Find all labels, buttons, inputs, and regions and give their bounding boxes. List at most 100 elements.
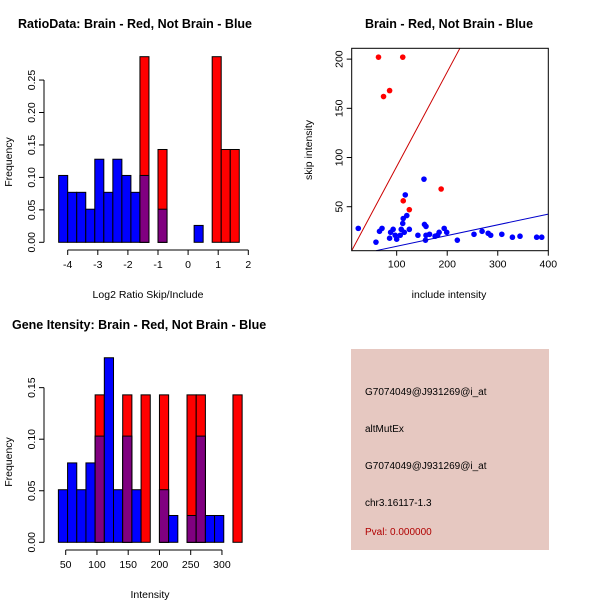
ratio-hist-bar-blue — [58, 174, 69, 243]
ratio-hist-x-tick-label: 0 — [185, 259, 191, 271]
pval-text: Pval: 0.000000 — [365, 527, 432, 538]
ratio-hist-y-tick-label: 0.20 — [26, 102, 38, 123]
scatter-point-blue — [471, 231, 477, 238]
scatter-point-blue — [415, 232, 421, 239]
ratio-hist-bar-overlap — [139, 174, 150, 243]
ratio-hist-bar-blue — [130, 191, 141, 243]
scatter-xlabel: include intensity — [412, 289, 487, 301]
intensity-hist-title: Gene Itensity: Brain - Red, Not Brain - … — [12, 318, 266, 332]
scatter-point-red — [386, 87, 393, 94]
intensity-hist-bar-overlap — [186, 514, 197, 543]
ratio-hist-bar-overlap — [157, 208, 168, 243]
event-type: altMutEx — [365, 424, 404, 435]
scatter-point-blue — [390, 226, 396, 233]
ratio-hist-bar-blue — [103, 191, 114, 243]
scatter-y-tick-label: 50 — [334, 201, 346, 213]
intensity-hist-x-tick-label: 300 — [213, 559, 231, 571]
scatter-point-blue — [406, 226, 413, 233]
ratio-hist-y-tick-label: 0.05 — [26, 199, 38, 220]
ratio-hist-y-tick-label: 0.15 — [26, 135, 38, 156]
scatter-point-blue — [401, 229, 408, 236]
intensity-hist-x-tick-label: 200 — [151, 559, 169, 571]
intensity-hist-bar-blue — [204, 514, 216, 543]
scatter-point-blue — [397, 232, 404, 239]
scatter-y-tick-label: 200 — [334, 50, 346, 68]
scatter-point-blue — [379, 225, 385, 232]
intensity-hist-y-tick-label: 0.10 — [26, 429, 38, 450]
scatter-point-blue — [487, 232, 494, 239]
ratio-hist-bar-blue — [112, 158, 123, 243]
intensity-hist-bar-red — [140, 394, 151, 543]
ratio-hist-bar-red — [220, 148, 231, 243]
scatter-point-red — [406, 206, 413, 213]
scatter-point-blue — [423, 223, 429, 230]
intensity-hist-bar-blue — [168, 514, 179, 543]
intensity-hist-bar-overlap — [94, 435, 105, 543]
scatter-point-blue — [454, 237, 461, 243]
scatter-x-tick-label: 400 — [540, 259, 558, 271]
ratio-hist-bar-blue — [121, 174, 132, 243]
ratio-hist-x-tick-label: 2 — [245, 259, 251, 271]
scatter-x-tick-label: 300 — [489, 259, 507, 271]
ratio-hist-y-tick-label: 0.25 — [26, 70, 38, 91]
ratio-hist-x-tick-label: -3 — [93, 259, 102, 271]
intensity-hist-x-tick-label: 100 — [88, 559, 106, 571]
scatter-y-tick-label: 150 — [334, 99, 346, 117]
intensity-hist-bar-blue — [85, 462, 96, 543]
intensity-hist-y-tick-label: 0.15 — [26, 377, 38, 398]
scatter-point-red — [438, 186, 444, 192]
intensity-hist-bar-blue — [113, 489, 124, 543]
ratio-hist-bar-blue — [76, 191, 87, 243]
ratio-hist-bar-red — [211, 56, 222, 243]
scatter-point-red — [400, 198, 407, 204]
ratio-hist-ylabel: Frequency — [3, 136, 15, 186]
scatter-x-tick-label: 100 — [388, 259, 406, 271]
scatter-plot-box — [351, 47, 549, 252]
ratio-hist-y-tick-label: 0.00 — [26, 232, 38, 253]
scatter-point-red — [380, 93, 387, 100]
scatter-point-blue — [538, 234, 545, 241]
intensity-hist-bar-overlap — [122, 435, 133, 543]
ratio-hist-bar-blue — [94, 158, 105, 243]
intensity-hist-bar-overlap — [158, 489, 170, 543]
scatter-point-blue — [517, 233, 523, 240]
scatter-point-blue — [509, 234, 516, 241]
ratio-hist-xlabel: Log2 Ratio Skip/Include — [93, 289, 204, 301]
scatter-ylabel: skip intensity — [303, 119, 315, 180]
ratio-hist-x-tick-label: -2 — [123, 259, 132, 271]
scatter-point-blue — [479, 228, 485, 235]
intensity-hist-x-tick-label: 150 — [119, 559, 137, 571]
intensity-hist-bar-red — [232, 394, 243, 543]
intensity-hist-bar-blue — [214, 514, 225, 543]
ratio-hist-x-tick-label: -1 — [153, 259, 162, 271]
scatter-y-tick-label: 100 — [334, 149, 346, 167]
intensity-hist-ylabel: Frequency — [3, 436, 15, 486]
genomic-location: chr3.16117-1.3 — [365, 498, 432, 509]
scatter-blue-line — [375, 213, 549, 251]
ratio-hist-x-tick-label: 1 — [215, 259, 221, 271]
scatter-point-blue — [533, 234, 540, 241]
ratio-hist-bar-blue — [67, 191, 78, 243]
probe-id: G7074049@J931269@i_at — [365, 387, 487, 398]
intensity-hist-bar-blue — [76, 489, 87, 543]
intensity-hist-x-tick-label: 50 — [60, 559, 72, 571]
intensity-hist-bar-blue — [131, 489, 142, 543]
scatter-point-blue — [403, 212, 410, 219]
intensity-hist-xlabel: Intensity — [130, 589, 170, 600]
intensity-hist-x-tick-label: 250 — [182, 559, 200, 571]
ratio-hist-x-tick-label: -4 — [63, 259, 72, 271]
intensity-hist-bar-blue — [67, 462, 78, 543]
scatter-title: Brain - Red, Not Brain - Blue — [365, 17, 533, 31]
ratio-hist-bar-red — [229, 148, 240, 243]
scatter-point-red — [375, 54, 382, 60]
ratio-hist-bar-blue — [85, 208, 96, 243]
scatter-point-blue — [436, 229, 442, 236]
scatter-point-blue — [373, 239, 379, 245]
ratio-hist-y-tick-label: 0.10 — [26, 167, 38, 188]
scatter-point-blue — [386, 235, 393, 242]
probe-id-2: G7074049@J931269@i_at — [365, 461, 487, 472]
intensity-hist-bar-blue — [103, 357, 115, 543]
info-panel: G7074049@J931269@i_at altMutEx G7074049@… — [351, 349, 549, 550]
